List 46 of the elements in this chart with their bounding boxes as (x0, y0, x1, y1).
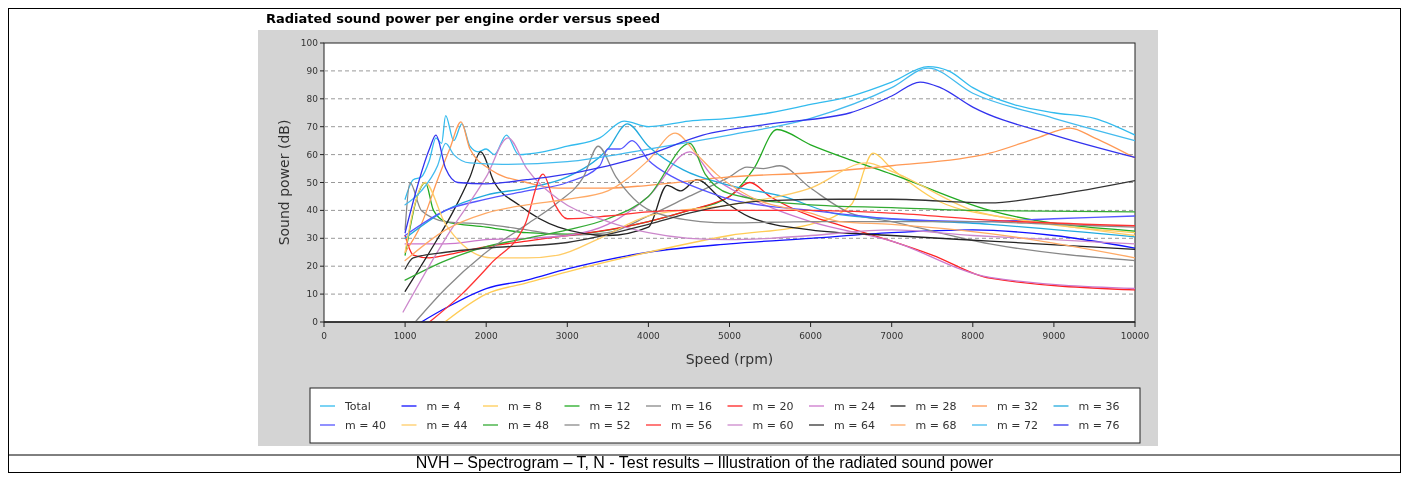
legend-label: m = 68 (915, 419, 957, 432)
legend-label: Total (344, 400, 371, 413)
x-tick-label: 9000 (1042, 331, 1066, 341)
legend-label: m = 32 (997, 400, 1038, 413)
text: NVH – Spectrogram – T, N - Test results – Illustration of the radiated sound power (415, 454, 994, 471)
y-tick-label: 70 (306, 121, 319, 132)
x-tick-label: 7000 (880, 331, 904, 341)
legend-label: m = 8 (508, 400, 542, 413)
x-tick-label: 10000 (1120, 331, 1150, 341)
legend-label: m = 44 (426, 419, 468, 432)
x-tick-label: 3000 (555, 331, 580, 341)
x-tick-label: 2000 (474, 331, 498, 341)
legend-label: m = 24 (834, 400, 875, 413)
y-tick-label: 30 (306, 233, 319, 244)
legend-label: m = 60 (752, 419, 794, 432)
legend-label: m = 4 (426, 400, 461, 413)
legend-label: m = 28 (915, 400, 957, 413)
y-tick-label: 40 (306, 205, 319, 216)
y-tick-label: 60 (306, 149, 319, 160)
legend-label: m = 20 (752, 400, 794, 413)
y-axis-title: Sound power (dB) (276, 119, 292, 246)
legend-label: m = 64 (834, 419, 875, 432)
x-tick-label: 1000 (393, 331, 417, 341)
x-tick-label: 8000 (961, 331, 985, 341)
y-tick-label: 90 (306, 65, 319, 76)
x-tick-label: 4000 (636, 331, 661, 341)
y-tick-label: 100 (300, 38, 319, 48)
legend-label: m = 36 (1078, 400, 1120, 413)
legend-label: m = 48 (508, 419, 549, 432)
y-tick-label: 20 (306, 261, 319, 272)
x-axis-title: Speed (rpm) (685, 351, 774, 367)
chart-title: Radiated sound power per engine order versus speed (266, 11, 661, 26)
y-tick-label: 10 (306, 289, 319, 300)
legend-label: m = 52 (589, 419, 631, 432)
legend-label: m = 72 (997, 419, 1038, 432)
legend-label: m = 56 (671, 419, 712, 432)
x-tick-label: 0 (321, 331, 328, 341)
x-tick-label: 6000 (799, 331, 823, 341)
legend-label: m = 12 (589, 400, 631, 413)
legend-label: m = 76 (1078, 419, 1120, 432)
x-tick-label: 5000 (718, 331, 742, 341)
legend-label: m = 40 (345, 419, 386, 432)
y-tick-label: 50 (306, 177, 319, 188)
y-tick-label: 80 (306, 93, 319, 104)
y-tick-label: 0 (312, 317, 319, 327)
legend-label: m = 16 (671, 400, 712, 413)
